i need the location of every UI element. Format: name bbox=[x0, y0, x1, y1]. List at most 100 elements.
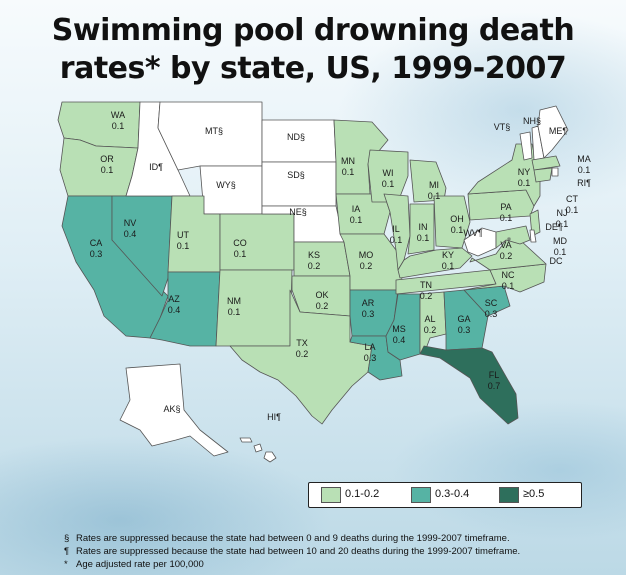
state-me bbox=[537, 105, 569, 159]
state-label-de: DE¶ bbox=[545, 222, 563, 232]
state-label-al: AL 0.2 bbox=[424, 314, 437, 335]
legend-label-low: 0.1-0.2 bbox=[345, 488, 380, 500]
state-label-wa: WA 0.1 bbox=[111, 110, 125, 131]
footnote-mark: § bbox=[64, 533, 70, 544]
legend-swatch-high bbox=[499, 487, 519, 503]
state-fl bbox=[419, 345, 519, 425]
legend-swatch-mid bbox=[411, 487, 431, 503]
state-hi bbox=[239, 437, 253, 443]
legend-swatch-low bbox=[321, 487, 341, 503]
state-label-ca: CA 0.3 bbox=[90, 238, 103, 259]
state-va bbox=[469, 239, 547, 271]
state-sd bbox=[261, 161, 337, 207]
state-nj bbox=[529, 209, 541, 237]
state-label-sc: SC 0.3 bbox=[485, 298, 498, 319]
legend-label-high: ≥0.5 bbox=[523, 488, 545, 500]
state-label-ny: NY 0.1 bbox=[518, 167, 531, 188]
state-label-vt: VT§ bbox=[494, 122, 511, 132]
state-label-az: AZ 0.4 bbox=[168, 294, 181, 315]
map-title-line2: rates* by state, US, 1999-2007 bbox=[59, 51, 567, 86]
state-label-il: IL 0.1 bbox=[390, 224, 403, 245]
state-label-ia: IA 0.1 bbox=[350, 204, 363, 225]
state-wy bbox=[199, 165, 263, 215]
state-hi-island-3 bbox=[263, 451, 277, 463]
state-label-ar: AR 0.3 bbox=[362, 298, 375, 319]
state-tx bbox=[229, 289, 373, 425]
state-label-ga: GA 0.3 bbox=[457, 314, 470, 335]
map-title: Swimming pool drowning death rates* by s… bbox=[0, 12, 626, 88]
map-legend: 0.1-0.2 0.3-0.4 ≥0.5 bbox=[308, 482, 582, 508]
state-co bbox=[219, 213, 295, 271]
state-ms bbox=[385, 293, 421, 361]
state-label-ak: AK§ bbox=[163, 404, 180, 414]
state-label-wi: WI 0.1 bbox=[382, 168, 395, 189]
state-mt bbox=[157, 101, 263, 171]
state-label-nm: NM 0.1 bbox=[227, 296, 241, 317]
state-label-fl: FL 0.7 bbox=[488, 370, 501, 391]
state-ma bbox=[531, 155, 561, 171]
state-hi-island-2 bbox=[253, 443, 263, 453]
state-label-nd: ND§ bbox=[287, 132, 305, 142]
state-label-ks: KS 0.2 bbox=[308, 250, 321, 271]
state-label-ky: KY 0.1 bbox=[442, 250, 455, 271]
state-md bbox=[495, 225, 531, 249]
state-label-nv: NV 0.4 bbox=[124, 218, 137, 239]
state-mi bbox=[409, 159, 447, 203]
state-label-ri: RI¶ bbox=[577, 178, 591, 188]
state-label-nj: NJ 0.1 bbox=[556, 208, 569, 229]
state-label-oh: OH 0.1 bbox=[450, 214, 464, 235]
state-label-tn: TN 0.2 bbox=[420, 280, 433, 301]
state-de bbox=[529, 229, 537, 243]
state-label-hi: HI¶ bbox=[267, 412, 281, 422]
state-oh bbox=[433, 195, 471, 249]
state-label-id: ID¶ bbox=[149, 162, 163, 172]
state-label-la: LA 0.3 bbox=[364, 342, 377, 363]
state-label-ct: CT 0.1 bbox=[566, 194, 579, 215]
state-vt bbox=[519, 131, 533, 161]
state-ks bbox=[293, 241, 351, 277]
footnote-section: § Rates are suppressed because the state … bbox=[64, 532, 604, 545]
state-ak bbox=[119, 363, 229, 457]
state-label-me: ME¶ bbox=[549, 126, 568, 136]
state-label-mo: MO 0.2 bbox=[359, 250, 374, 271]
state-label-or: OR 0.1 bbox=[100, 154, 114, 175]
state-label-ne: NE§ bbox=[289, 207, 307, 217]
state-label-nh: NH§ bbox=[523, 116, 541, 126]
state-label-wv: WV¶ bbox=[463, 228, 482, 238]
state-label-dc: DC bbox=[550, 256, 563, 266]
state-mn bbox=[333, 119, 389, 195]
state-dc bbox=[507, 237, 511, 241]
footnote-mark: * bbox=[64, 559, 68, 570]
state-ct bbox=[533, 167, 553, 183]
state-label-mn: MN 0.1 bbox=[341, 156, 355, 177]
footnotes: § Rates are suppressed because the state … bbox=[64, 532, 604, 571]
state-label-ut: UT 0.1 bbox=[177, 230, 190, 251]
state-label-nc: NC 0.1 bbox=[502, 270, 515, 291]
state-ky bbox=[397, 247, 473, 279]
footnote-text: Rates are suppressed because the state h… bbox=[76, 533, 510, 544]
state-label-mt: MT§ bbox=[205, 126, 223, 136]
state-label-tx: TX 0.2 bbox=[296, 338, 309, 359]
state-label-va: VA 0.2 bbox=[500, 240, 513, 261]
footnote-mark: ¶ bbox=[64, 546, 70, 557]
footnote-asterisk: * Age adjusted rate per 100,000 bbox=[64, 558, 604, 571]
state-label-wy: WY§ bbox=[216, 180, 236, 190]
state-ri bbox=[551, 167, 559, 177]
map-title-line1: Swimming pool drowning death bbox=[51, 13, 575, 48]
state-nc bbox=[463, 263, 547, 293]
state-ny bbox=[467, 143, 541, 207]
state-label-ma: MA 0.1 bbox=[577, 154, 591, 175]
state-label-sd: SD§ bbox=[287, 170, 305, 180]
legend-label-mid: 0.3-0.4 bbox=[435, 488, 470, 500]
footnote-text: Age adjusted rate per 100,000 bbox=[76, 559, 204, 570]
state-label-ok: OK 0.2 bbox=[315, 290, 328, 311]
state-label-co: CO 0.1 bbox=[233, 238, 247, 259]
footnote-text: Rates are suppressed because the state h… bbox=[76, 546, 521, 557]
state-in bbox=[407, 203, 435, 255]
state-label-mi: MI 0.1 bbox=[428, 180, 441, 201]
state-label-pa: PA 0.1 bbox=[500, 202, 513, 223]
footnote-pilcrow: ¶ Rates are suppressed because the state … bbox=[64, 545, 604, 558]
state-label-in: IN 0.1 bbox=[417, 222, 430, 243]
state-label-ms: MS 0.4 bbox=[392, 324, 406, 345]
